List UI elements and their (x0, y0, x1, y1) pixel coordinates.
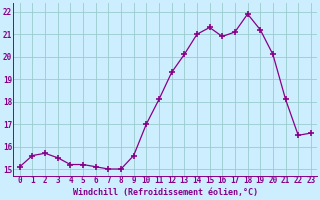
X-axis label: Windchill (Refroidissement éolien,°C): Windchill (Refroidissement éolien,°C) (73, 188, 258, 197)
